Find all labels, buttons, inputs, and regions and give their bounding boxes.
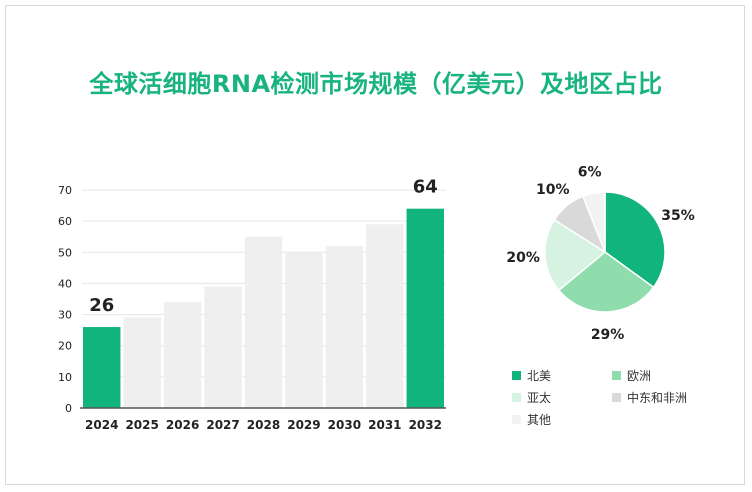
legend-swatch (512, 392, 521, 402)
legend-label: 亚太 (527, 390, 552, 405)
pie-slice-北美 (604, 191, 666, 289)
legend-swatch (512, 414, 521, 424)
pie-slice-欧洲 (557, 251, 655, 313)
pie-slice-其他 (581, 191, 606, 253)
bar-2028 (244, 236, 283, 408)
bar-2030 (325, 246, 364, 408)
pie-slice-亚太 (544, 218, 607, 292)
bar-2025 (123, 317, 161, 408)
pie-value-label: 35% (661, 208, 695, 224)
y-tick-label: 30 (58, 309, 72, 322)
bar-2029 (285, 252, 323, 408)
y-tick-label: 60 (58, 215, 72, 228)
legend-label: 中东和非洲 (627, 390, 688, 405)
bar-2031 (366, 224, 404, 408)
x-tick-label: 2029 (287, 418, 320, 432)
y-tick-label: 20 (58, 340, 72, 353)
legend-item-亚太: 亚太 (512, 389, 551, 405)
legend-swatch (612, 392, 621, 402)
y-tick-label: 0 (65, 402, 72, 415)
pie-value-label: 29% (591, 327, 625, 343)
x-tick-label: 2031 (368, 418, 401, 432)
y-tick-label: 70 (58, 184, 72, 197)
chart-title: 全球活细胞RNA检测市场规模（亿美元）及地区占比 (89, 70, 663, 98)
legend-label: 其他 (527, 412, 552, 427)
x-tick-label: 2024 (85, 418, 118, 432)
legend-swatch (612, 370, 621, 380)
y-tick-label: 50 (58, 246, 72, 259)
legend-item-其他: 其他 (512, 411, 551, 427)
x-tick-label: 2028 (247, 418, 280, 432)
bar-data-label: 64 (413, 177, 438, 198)
pie-value-label: 10% (536, 182, 570, 198)
bar-2032 (406, 208, 444, 408)
legend-item-北美: 北美 (512, 367, 551, 383)
x-tick-label: 2032 (409, 418, 442, 432)
legend-swatch (512, 370, 521, 380)
legend-label: 北美 (527, 368, 552, 383)
bar-2027 (204, 286, 242, 408)
y-tick-label: 10 (58, 371, 72, 384)
legend-label: 欧洲 (627, 368, 652, 383)
pie-value-label: 6% (578, 164, 602, 180)
bar-2024 (83, 327, 121, 408)
x-tick-label: 2025 (125, 418, 158, 432)
x-tick-label: 2026 (166, 418, 199, 432)
legend-item-中东和非洲: 中东和非洲 (612, 389, 687, 405)
y-tick-label: 40 (58, 277, 72, 290)
x-tick-label: 2030 (328, 418, 361, 432)
legend-item-欧洲: 欧洲 (612, 367, 651, 383)
bar-data-label: 26 (89, 295, 114, 316)
pie-value-label: 20% (506, 250, 540, 266)
x-tick-label: 2027 (206, 418, 239, 432)
bar-2026 (163, 302, 202, 408)
